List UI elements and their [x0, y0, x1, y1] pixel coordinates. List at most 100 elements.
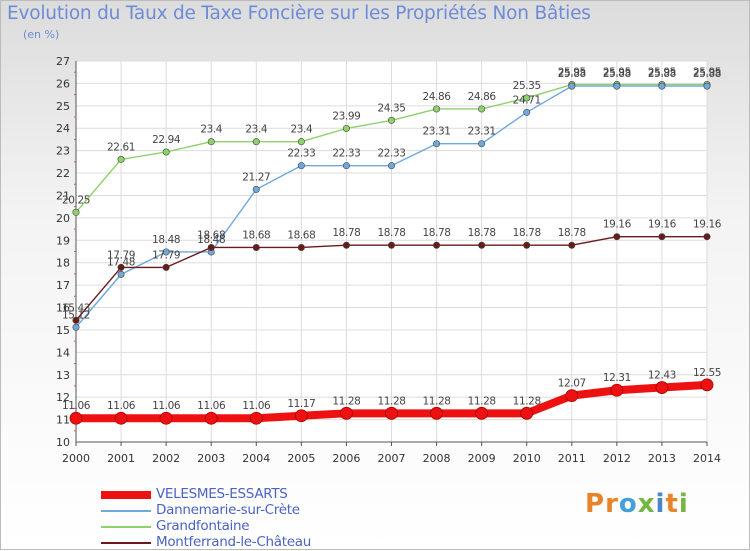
data-point [117, 263, 125, 271]
y-tick-label: 15 [56, 324, 70, 337]
x-tick-label: 2001 [107, 452, 135, 465]
data-label: 18.48 [152, 234, 180, 246]
data-label: 24.35 [377, 102, 405, 114]
y-tick-label: 25 [56, 100, 70, 113]
data-point [297, 243, 305, 251]
data-label: 17.79 [107, 249, 135, 261]
data-point [433, 140, 441, 148]
y-tick-label: 24 [56, 122, 70, 135]
logo-letter: i [655, 489, 666, 519]
logo-letter: t [665, 489, 679, 519]
x-tick-label: 2006 [332, 452, 360, 465]
data-point [430, 406, 443, 420]
data-label: 25.88 [648, 68, 676, 80]
y-tick-label: 10 [56, 436, 70, 449]
y-tick-label: 12 [56, 391, 70, 404]
data-label: 22.61 [107, 141, 135, 153]
data-label: 23.4 [200, 124, 222, 136]
data-point [387, 162, 395, 170]
data-point [162, 263, 170, 271]
data-point [523, 94, 531, 102]
data-point [340, 406, 353, 420]
data-point [204, 411, 218, 425]
data-label: 19.16 [603, 219, 632, 231]
unit-label: (en %) [23, 28, 60, 41]
data-point [703, 82, 711, 90]
data-point [610, 383, 624, 397]
data-point [342, 124, 350, 132]
data-point [433, 105, 441, 113]
data-point [159, 411, 173, 425]
y-tick-label: 20 [56, 212, 70, 225]
y-tick-label: 21 [56, 189, 70, 202]
data-label: 11.06 [242, 400, 271, 412]
data-label: 17.79 [152, 249, 180, 261]
data-point [478, 140, 486, 148]
data-label: 25.35 [513, 80, 541, 92]
legend-swatch [101, 526, 151, 528]
data-label: 21.27 [242, 171, 270, 183]
logo-letter: x [637, 489, 656, 519]
x-tick-label: 2012 [603, 452, 631, 465]
data-point [700, 378, 714, 392]
data-label: 18.78 [513, 227, 541, 239]
data-point [207, 138, 215, 146]
data-label: 23.31 [468, 126, 496, 138]
y-tick-label: 26 [56, 77, 70, 90]
data-point [294, 409, 308, 423]
legend-label: VELESMES-ESSARTS [156, 486, 288, 502]
x-tick-label: 2003 [197, 452, 225, 465]
data-point [72, 323, 80, 331]
data-point [72, 316, 80, 324]
x-tick-label: 2004 [242, 452, 270, 465]
data-label: 18.48 [197, 234, 225, 246]
data-point [114, 411, 128, 425]
y-tick-label: 22 [56, 167, 70, 180]
data-label: 22.33 [377, 148, 405, 160]
data-point [523, 241, 531, 249]
data-label: 23.99 [332, 110, 360, 122]
chart-title: Evolution du Taux de Taxe Foncière sur l… [7, 3, 591, 24]
x-tick-label: 2013 [648, 452, 676, 465]
data-label: 11.06 [107, 400, 136, 412]
legend-label: Grandfontaine [156, 518, 250, 534]
data-point [433, 241, 441, 249]
data-point [478, 105, 486, 113]
data-label: 19.16 [648, 219, 677, 231]
data-point [207, 243, 215, 251]
data-label: 25.95 [693, 67, 721, 79]
data-point [252, 243, 260, 251]
data-point [117, 155, 125, 163]
data-label: 25.88 [693, 68, 721, 80]
data-point [342, 162, 350, 170]
x-tick-label: 2009 [468, 452, 496, 465]
proxiti-logo: Proxiti [585, 489, 689, 519]
y-tick-label: 16 [56, 302, 70, 315]
data-label: 12.07 [558, 378, 586, 390]
data-label: 12.31 [603, 372, 631, 384]
data-point [568, 241, 576, 249]
data-label: 24.86 [423, 91, 452, 103]
data-point [387, 241, 395, 249]
x-tick-label: 2014 [693, 452, 721, 465]
data-label: 18.68 [197, 229, 225, 241]
data-label: 22.33 [287, 148, 315, 160]
logo-letter: r [605, 489, 619, 519]
data-label: 18.68 [287, 229, 315, 241]
logo-letter: P [585, 489, 606, 519]
data-point [613, 233, 621, 241]
data-point [703, 233, 711, 241]
data-point [162, 248, 170, 256]
data-label: 11.17 [287, 398, 315, 410]
data-label: 23.31 [423, 126, 451, 138]
legend-swatch [101, 491, 151, 499]
data-label: 11.28 [377, 395, 405, 407]
data-point [658, 233, 666, 241]
logo-letter: o [618, 489, 638, 519]
x-tick-label: 2008 [423, 452, 451, 465]
data-point [162, 148, 170, 156]
data-label: 15.43 [62, 302, 90, 314]
data-point [387, 116, 395, 124]
data-label: 20.25 [62, 194, 90, 206]
